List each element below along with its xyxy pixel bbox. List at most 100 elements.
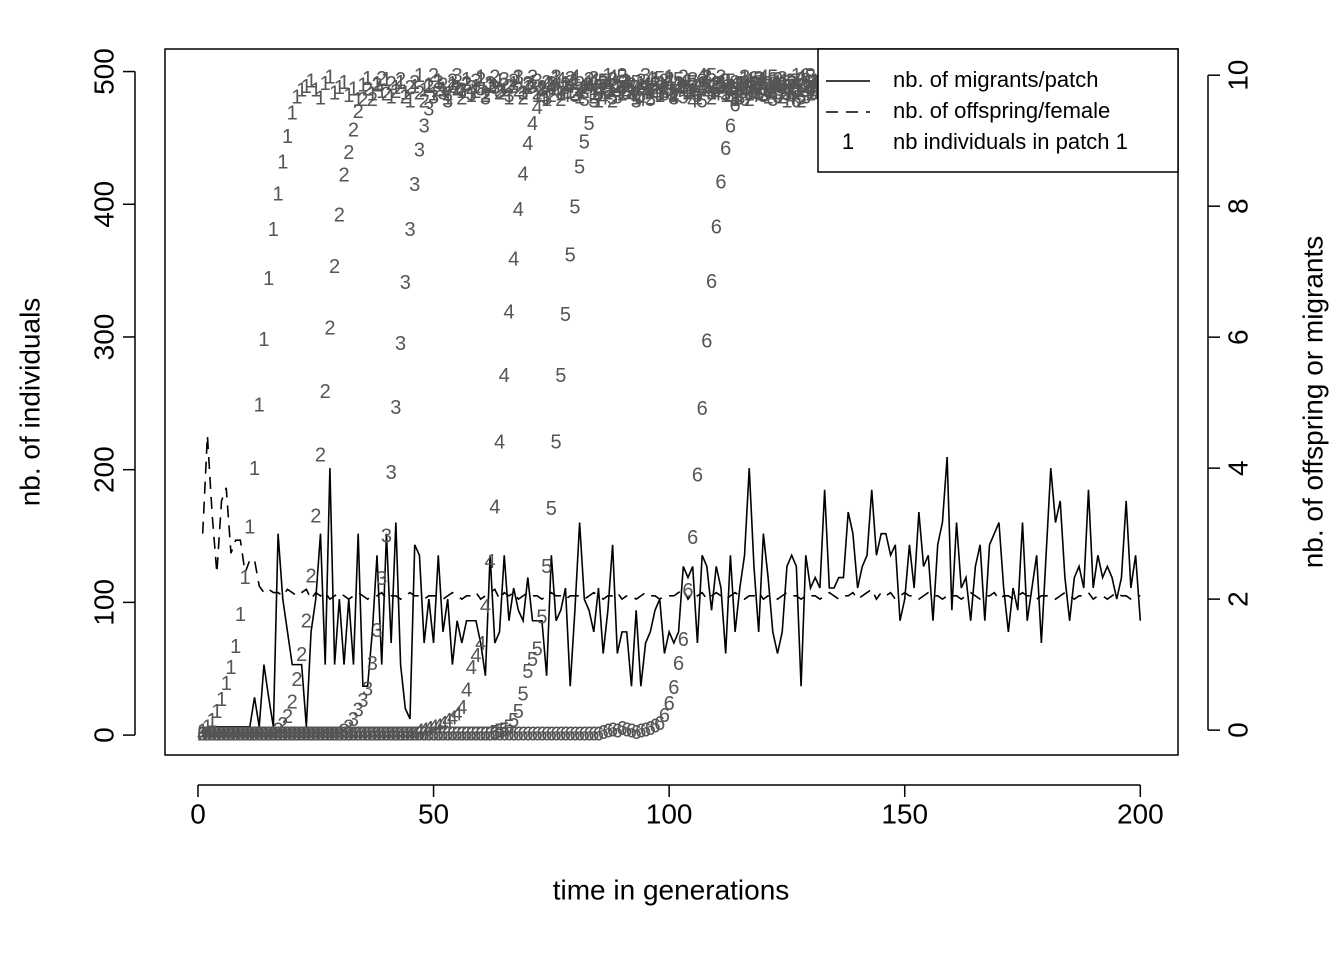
patch-point: 4 (273, 723, 284, 745)
patch-point: 2 (207, 723, 218, 745)
patch-point: 4 (532, 97, 543, 119)
patch-point: 6 (697, 398, 708, 420)
patch-point: 5 (711, 80, 722, 102)
patch-point: 1 (810, 70, 821, 92)
patch-point: 6 (593, 723, 604, 745)
patch-point: 3 (565, 72, 576, 94)
patch-point: 6 (386, 723, 397, 745)
patch-point: 2 (480, 85, 491, 107)
patch-point: 1 (249, 458, 260, 480)
y2-tick-label: 6 (1222, 329, 1253, 345)
patch-point: 1 (310, 80, 321, 102)
patch-point: 5 (631, 72, 642, 94)
patch-point: 6 (310, 723, 321, 745)
patch-point: 6 (583, 723, 594, 745)
patch-point: 1 (654, 85, 665, 107)
patch-point: 5 (546, 498, 557, 520)
patch-point: 2 (767, 81, 778, 103)
patch-point: 5 (503, 717, 514, 739)
patch-point: 6 (362, 723, 373, 745)
patch-point: 4 (367, 723, 378, 745)
patch-point: 1 (772, 72, 783, 94)
patch-point: 5 (725, 70, 736, 92)
patch-point: 3 (513, 66, 524, 88)
patch-point: 6 (649, 715, 660, 737)
patch-point: 6 (235, 723, 246, 745)
patch-point: 2 (607, 90, 618, 112)
patch-point: 4 (687, 90, 698, 112)
patch-point: 3 (404, 219, 415, 241)
patch-point: 1 (744, 84, 755, 106)
patch-point: 5 (583, 113, 594, 135)
patch-point: 6 (258, 723, 269, 745)
patch-point: 1 (480, 82, 491, 104)
patch-point: 3 (395, 333, 406, 355)
patch-point: 3 (216, 723, 227, 745)
patch-point: 3 (273, 723, 284, 745)
patch-point: 2 (386, 73, 397, 95)
patch-point: 2 (508, 70, 519, 92)
patch-point: 4 (414, 721, 425, 743)
patch-point: 2 (522, 73, 533, 95)
patch-point: 1 (329, 82, 340, 104)
patch-point: 3 (503, 85, 514, 107)
patch-point: 1 (598, 76, 609, 98)
patch-point: 2 (376, 68, 387, 90)
patch-point: 2 (428, 65, 439, 87)
patch-point: 6 (763, 81, 774, 103)
patch-point: 1 (466, 85, 477, 107)
patch-point: 3 (546, 73, 557, 95)
patch-point: 5 (536, 607, 547, 629)
patch-point: 1 (485, 74, 496, 96)
patch-point: 4 (791, 73, 802, 95)
patch-point: 5 (687, 72, 698, 94)
patch-point: 2 (687, 74, 698, 96)
patch-point: 6 (296, 723, 307, 745)
patch-point: 3 (456, 80, 467, 102)
patch-point: 6 (433, 723, 444, 745)
patch-point: 4 (390, 723, 401, 745)
patch-point: 3 (447, 76, 458, 98)
patch-point: 5 (786, 70, 797, 92)
patch-point: 4 (480, 596, 491, 618)
patch-point: 3 (598, 73, 609, 95)
patch-point: 5 (602, 80, 613, 102)
patch-point: 6 (371, 723, 382, 745)
patch-point: 5 (598, 70, 609, 92)
patch-point: 5 (805, 66, 816, 88)
patch-point: 4 (244, 723, 255, 745)
patch-point: 6 (626, 721, 637, 743)
patch-point: 4 (357, 723, 368, 745)
patch-point: 2 (230, 723, 241, 745)
patch-point: 5 (244, 723, 255, 745)
patch-point: 5 (489, 722, 500, 744)
patch-point: 5 (273, 723, 284, 745)
patch-point: 1 (240, 567, 251, 589)
patch-point: 1 (781, 90, 792, 112)
patch-point: 3 (777, 68, 788, 90)
patch-point: 1 (536, 78, 547, 100)
patch-point: 5 (668, 81, 679, 103)
patch-point: 6 (489, 723, 500, 745)
patch-point: 1 (414, 65, 425, 87)
patch-point: 3 (296, 723, 307, 745)
plot-frame (164, 48, 1179, 756)
patch-point: 5 (659, 84, 670, 106)
patch-point: 3 (800, 86, 811, 108)
patch-point: 2 (744, 89, 755, 111)
patch-point: 3 (362, 678, 373, 700)
patch-point: 2 (555, 89, 566, 111)
patch-point: 5 (513, 701, 524, 723)
patch-point: 6 (367, 723, 378, 745)
patch-point: 3 (551, 66, 562, 88)
patch-point: 5 (287, 723, 298, 745)
patch-point: 4 (555, 69, 566, 91)
patch-point: 1 (640, 77, 651, 99)
patch-point: 5 (763, 76, 774, 98)
patch-point: 2 (649, 73, 660, 95)
patch-point: 1 (616, 84, 627, 106)
patch-point: 1 (268, 219, 279, 241)
patch-point: 3 (602, 81, 613, 103)
patch-point: 1 (371, 73, 382, 95)
patch-point: 2 (503, 76, 514, 98)
